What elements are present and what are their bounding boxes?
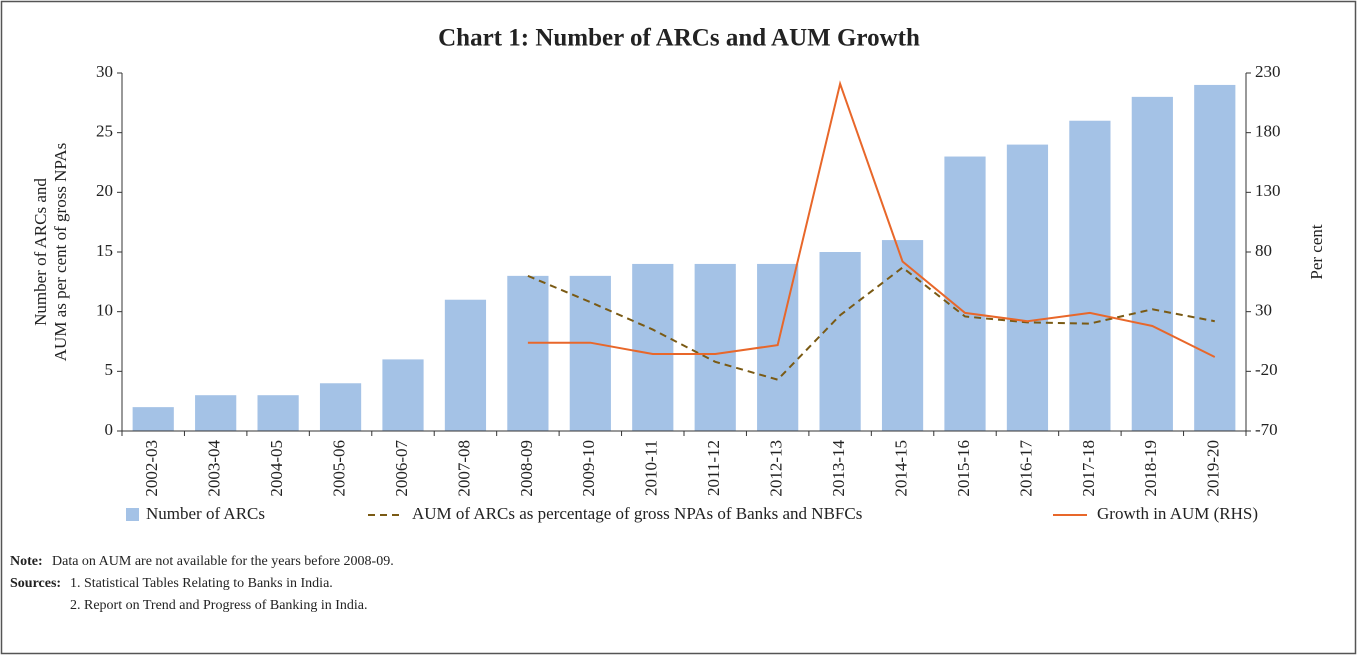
y-tick-label: 20: [96, 181, 113, 200]
bar: [382, 359, 424, 431]
bar: [444, 299, 487, 431]
bar: [132, 407, 174, 431]
y2-tick-label: 30: [1255, 301, 1272, 320]
y-axis-label: Number of ARCs and: [31, 178, 50, 326]
x-tick-label: 2015-16: [954, 440, 973, 497]
x-tick-label: 2005-06: [329, 440, 348, 497]
y-tick-label: 25: [96, 122, 113, 141]
y-tick-label: 15: [96, 241, 113, 260]
legend-label: AUM of ARCs as percentage of gross NPAs …: [412, 504, 862, 523]
y2-axis-label: Per cent: [1307, 224, 1326, 280]
x-tick-label: 2018-19: [1141, 440, 1160, 497]
bar: [632, 263, 674, 431]
source: 1. Statistical Tables Relating to Banks …: [70, 576, 333, 591]
y-tick-label: 0: [105, 420, 114, 439]
bar: [257, 395, 299, 431]
bar: [569, 275, 611, 431]
x-tick-label: 2016-17: [1016, 440, 1035, 497]
y2-tick-label: 180: [1255, 122, 1281, 141]
x-tick-label: 2013-14: [829, 440, 848, 497]
x-tick-label: 2009-10: [579, 440, 598, 497]
y2-tick-label: -20: [1255, 360, 1278, 379]
x-tick-label: 2006-07: [392, 440, 411, 497]
bar: [507, 275, 549, 431]
sources-label: Sources:: [10, 576, 61, 591]
legend-label: Number of ARCs: [146, 504, 265, 523]
source: 2. Report on Trend and Progress of Banki…: [70, 598, 367, 613]
dashed-line: [527, 266, 1215, 381]
y2-tick-label: 130: [1255, 181, 1281, 200]
bar: [694, 263, 736, 431]
x-tick-label: 2010-11: [642, 440, 661, 496]
bar: [1194, 84, 1236, 431]
x-tick-label: 2014-15: [891, 440, 910, 497]
bar: [319, 383, 362, 431]
note: Data on AUM are not available for the ye…: [52, 554, 394, 569]
y-tick-label: 30: [96, 62, 113, 81]
line: [527, 80, 1216, 358]
x-tick-label: 2011-12: [704, 440, 723, 496]
y-axis-label: AUM as per cent of gross NPAs: [51, 143, 70, 361]
y2-tick-label: -70: [1255, 420, 1278, 439]
bar: [944, 156, 986, 432]
x-tick-label: 2019-20: [1204, 440, 1223, 497]
bar: [1069, 120, 1111, 431]
note-label: Note:: [10, 554, 43, 569]
x-tick-label: 2003-04: [205, 440, 224, 497]
y2-tick-label: 230: [1255, 62, 1281, 81]
x-tick-label: 2008-09: [517, 440, 536, 497]
legend-swatch: [126, 508, 139, 521]
chart-title: Chart 1: Number of ARCs and AUM Growth: [438, 25, 920, 52]
y-tick-label: 10: [96, 301, 113, 320]
x-tick-label: 2004-05: [267, 440, 286, 497]
y-tick-label: 5: [105, 360, 114, 379]
bar: [1131, 96, 1173, 431]
bar: [195, 395, 237, 431]
x-tick-label: 2017-18: [1079, 440, 1098, 497]
bar: [1006, 144, 1049, 431]
legend-label: Growth in AUM (RHS): [1097, 504, 1258, 523]
x-tick-label: 2002-03: [142, 440, 161, 497]
x-tick-label: 2007-08: [454, 440, 473, 497]
y2-tick-label: 80: [1255, 241, 1272, 260]
bar: [819, 252, 861, 431]
x-tick-label: 2012-13: [767, 440, 786, 497]
